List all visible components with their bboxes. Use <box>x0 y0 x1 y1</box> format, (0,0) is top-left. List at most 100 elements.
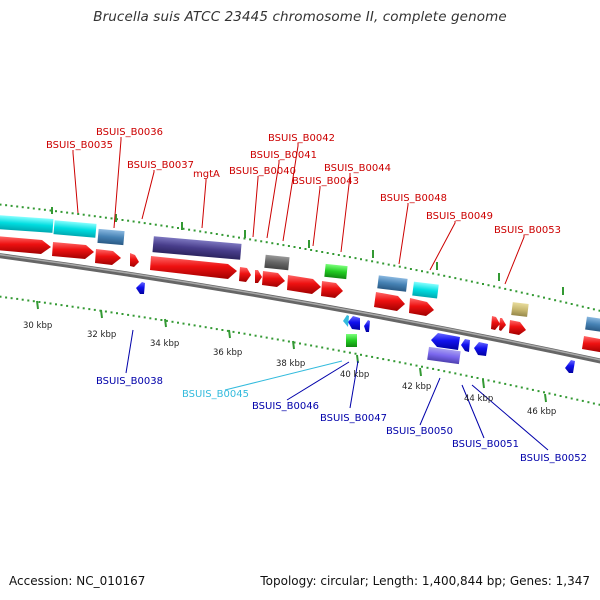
reverse-cds-track[interactable] <box>136 282 575 373</box>
track-dot <box>576 398 579 401</box>
cds-arrow[interactable] <box>255 270 262 283</box>
gene-label-b0037[interactable]: BSUIS_B0037 <box>127 160 194 171</box>
track-dot <box>354 352 357 355</box>
track-dot <box>104 216 107 219</box>
gene-block-green-b0044[interactable] <box>324 263 348 280</box>
gene-block-green-b0047[interactable] <box>346 334 357 347</box>
gene-block-steel-b0036[interactable] <box>97 228 125 246</box>
features-row-lower[interactable] <box>343 315 461 365</box>
gene-label-b0045[interactable]: BSUIS_B0045 <box>182 389 249 400</box>
track-dot <box>470 375 473 378</box>
track-dot <box>415 269 418 272</box>
cds-arrow-reverse[interactable] <box>431 333 460 350</box>
track-dot <box>554 393 557 396</box>
track-dot <box>421 365 423 368</box>
gene-label-b0038[interactable]: BSUIS_B0038 <box>96 376 163 387</box>
track-dot <box>437 273 440 276</box>
track-dot <box>299 247 301 249</box>
track-dot <box>454 372 457 375</box>
gene-label-b0040[interactable]: BSUIS_B0040 <box>229 166 296 177</box>
cds-arrow[interactable] <box>321 281 343 298</box>
track-dot <box>565 396 568 399</box>
track-dot <box>310 344 313 347</box>
cds-arrow[interactable] <box>239 267 251 282</box>
track-dot <box>143 316 146 319</box>
cds-arrow-reverse[interactable] <box>364 320 370 332</box>
track-dot <box>493 380 496 383</box>
cds-arrow[interactable] <box>52 242 94 259</box>
track-dot <box>409 268 412 270</box>
gene-label-b0041[interactable]: BSUIS_B0041 <box>250 150 317 161</box>
cds-arrow-reverse[interactable] <box>474 342 488 356</box>
track-dot <box>0 295 2 298</box>
track-dot <box>160 224 163 227</box>
top-gene-labels[interactable]: BSUIS_B0036 BSUIS_B0035 BSUIS_B0037 mgtA… <box>46 127 561 236</box>
bottom-gene-labels[interactable]: BSUIS_B0038 BSUIS_B0045 BSUIS_B0046 BSUI… <box>96 376 587 464</box>
track-dot <box>210 327 213 330</box>
gene-label-b0050[interactable]: BSUIS_B0050 <box>386 426 453 437</box>
gene-label-b0051[interactable]: BSUIS_B0051 <box>452 439 519 450</box>
gene-label-b0046[interactable]: BSUIS_B0046 <box>252 401 319 412</box>
top-label-leaders <box>72 137 525 285</box>
cds-arrow[interactable] <box>262 271 285 287</box>
track-dot <box>110 217 113 220</box>
cds-arrow-cyan-b0045[interactable] <box>343 315 349 327</box>
gene-label-b0049[interactable]: BSUIS_B0049 <box>426 211 493 222</box>
cds-arrow[interactable] <box>374 292 405 311</box>
features-row-upper[interactable] <box>0 214 600 333</box>
gene-block-steel-edge[interactable] <box>585 316 600 333</box>
cds-arrow-reverse[interactable] <box>461 339 470 352</box>
gene-block-khaki[interactable] <box>511 302 529 317</box>
cds-arrow[interactable] <box>582 336 600 353</box>
track-dot <box>232 330 235 333</box>
track-dot <box>559 300 562 303</box>
cds-arrow[interactable] <box>95 249 121 265</box>
gene-label-b0047[interactable]: BSUIS_B0047 <box>320 413 387 424</box>
gene-label-b0043[interactable]: BSUIS_B0043 <box>292 176 359 187</box>
gene-label-b0048[interactable]: BSUIS_B0048 <box>380 193 447 204</box>
cds-arrow[interactable] <box>491 316 500 330</box>
cds-arrow[interactable] <box>150 256 237 279</box>
gene-label-b0036[interactable]: BSUIS_B0036 <box>96 127 163 138</box>
track-dot <box>393 264 396 267</box>
gene-block-steel-b0048[interactable] <box>377 275 408 292</box>
track-dot <box>326 347 329 350</box>
cds-arrow[interactable] <box>499 318 506 331</box>
track-dot <box>437 369 440 371</box>
track-dot <box>43 301 46 304</box>
gene-block-mgtA[interactable] <box>152 236 242 260</box>
track-dot <box>193 324 196 327</box>
track-dot <box>182 322 185 325</box>
gene-label-b0053[interactable]: BSUIS_B0053 <box>494 225 561 236</box>
track-dot <box>398 361 401 364</box>
gene-block-cyan-2[interactable] <box>53 220 97 238</box>
cds-arrow[interactable] <box>409 298 434 316</box>
track-dot <box>543 391 545 394</box>
track-dot <box>543 296 545 299</box>
track-dot <box>149 317 152 320</box>
track-dot <box>382 358 385 361</box>
cds-arrow[interactable] <box>130 253 139 267</box>
gene-label-b0042[interactable]: BSUIS_B0042 <box>268 133 335 144</box>
cds-arrow[interactable] <box>287 275 321 294</box>
gene-block-cyan-1[interactable] <box>0 214 54 233</box>
track-dot <box>371 260 374 263</box>
gene-block-cyan-b0049[interactable] <box>412 281 439 299</box>
cds-arrow[interactable] <box>0 236 51 254</box>
track-dot <box>110 311 113 314</box>
gene-label-b0035[interactable]: BSUIS_B0035 <box>46 140 113 151</box>
track-dot <box>271 242 274 245</box>
scale-label: 46 kbp <box>527 407 556 417</box>
gene-label-b0052[interactable]: BSUIS_B0052 <box>520 453 587 464</box>
gene-block-lavender-b0050[interactable] <box>427 346 461 365</box>
gene-label-b0044[interactable]: BSUIS_B0044 <box>324 163 391 174</box>
forward-cds-track[interactable] <box>0 236 600 353</box>
cds-arrow-reverse[interactable] <box>348 316 360 330</box>
track-dot <box>93 308 96 311</box>
gene-block-grey-b0042[interactable] <box>264 254 290 271</box>
gene-label-mgtA[interactable]: mgtA <box>193 169 220 180</box>
cds-arrow[interactable] <box>509 320 526 335</box>
cds-arrow-reverse[interactable] <box>565 360 575 373</box>
cds-arrow-reverse[interactable] <box>136 282 145 294</box>
